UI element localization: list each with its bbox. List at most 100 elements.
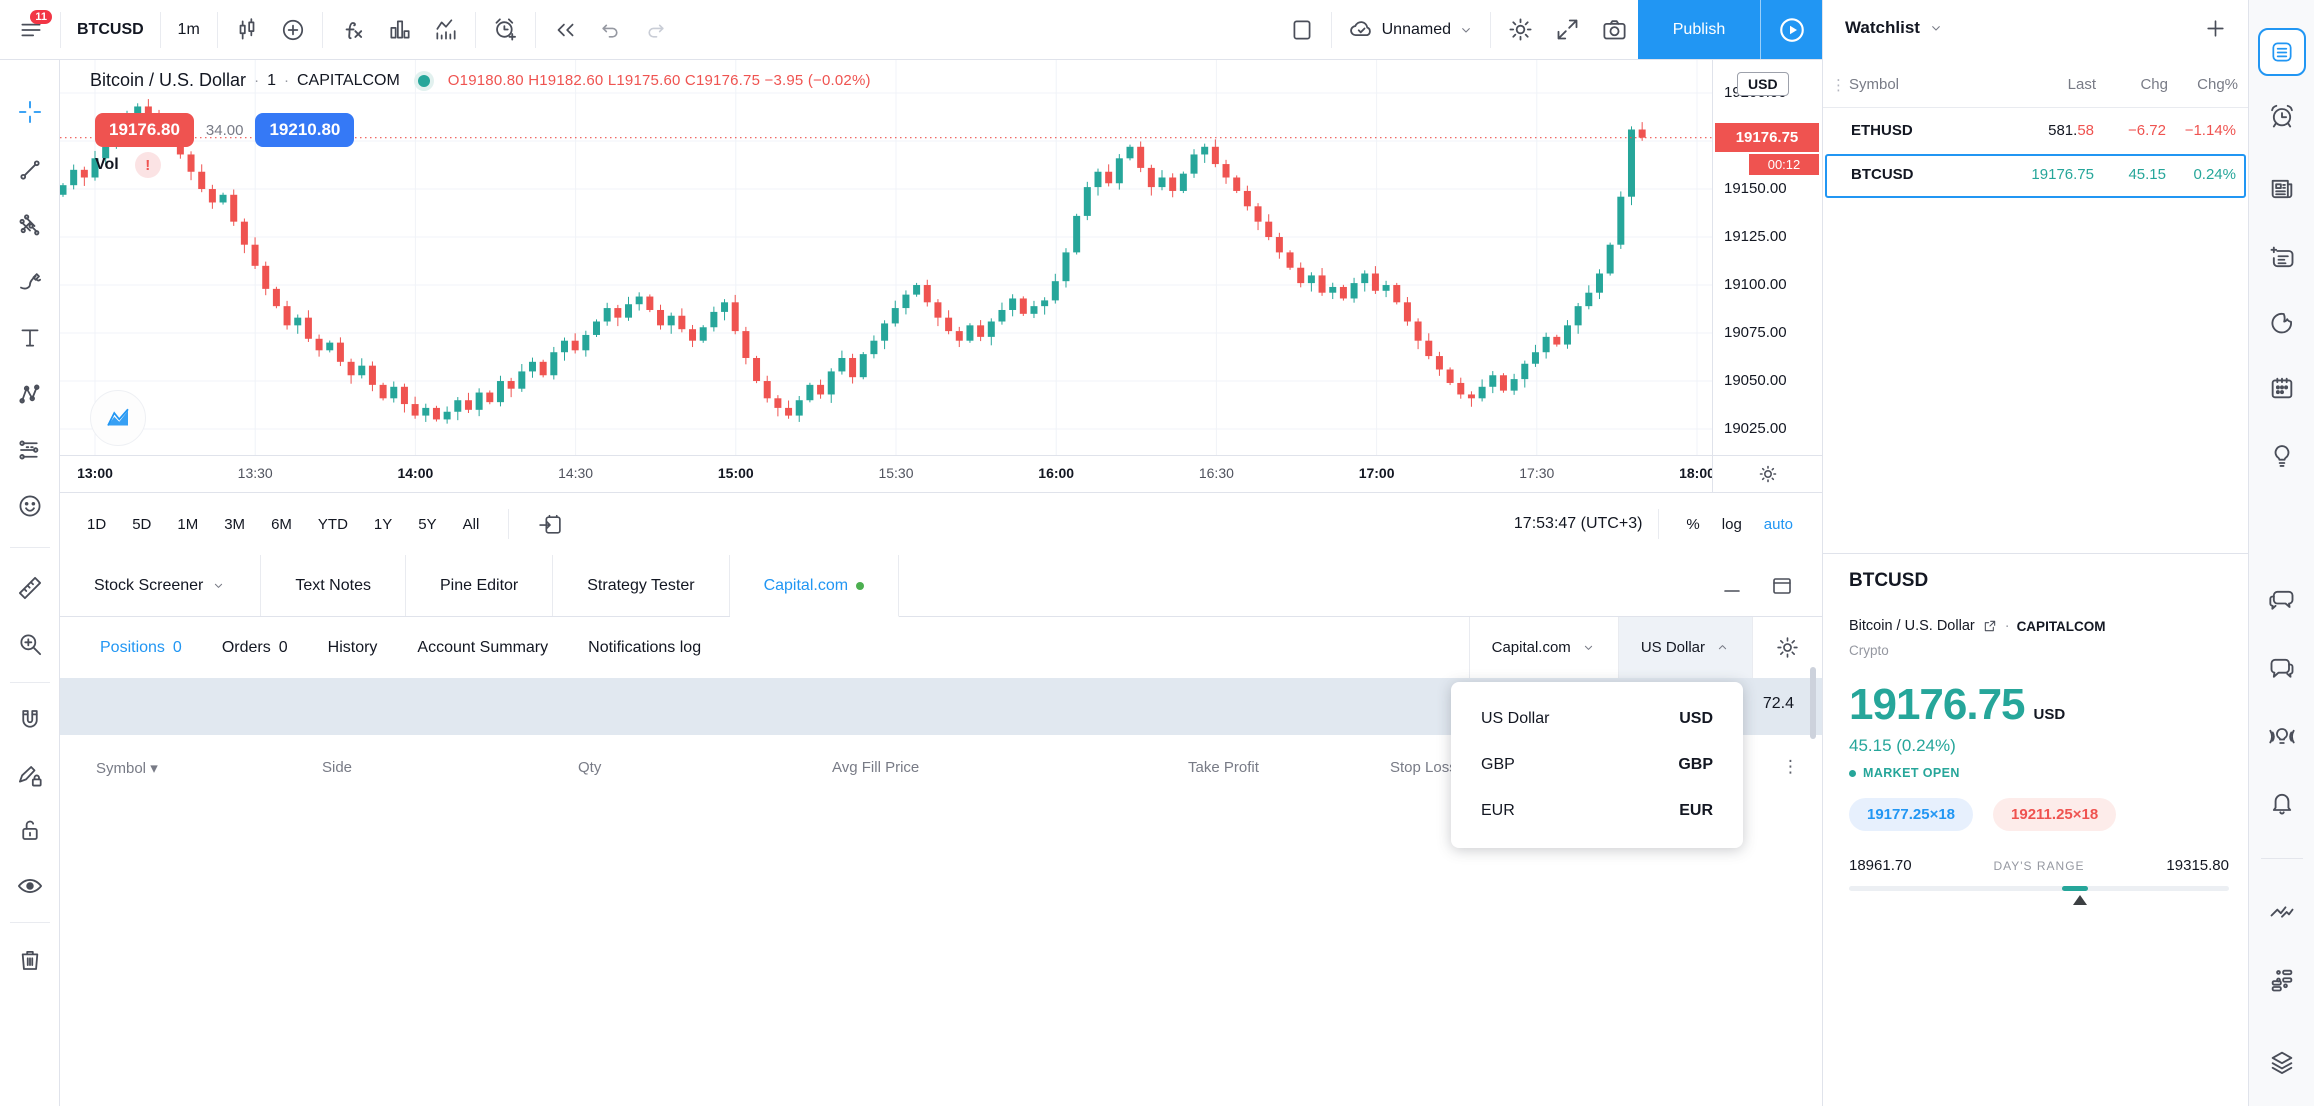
chart-settings-button[interactable] [1497, 8, 1544, 52]
zoom-in-tool-button[interactable] [16, 631, 43, 658]
watchlist-column-chgp[interactable]: Chg% [2197, 76, 2238, 93]
streams-button[interactable] [2268, 722, 2296, 750]
tab-text-notes[interactable]: Text Notes [261, 555, 406, 616]
dropdown-item-gbp[interactable]: GBP GBP [1481, 756, 1713, 773]
subtab-notifications-log[interactable]: Notifications log [588, 638, 702, 656]
subtab-history[interactable]: History [327, 638, 378, 656]
object-tree-button[interactable] [2268, 1048, 2296, 1076]
ask-button[interactable]: 19211.25×18 [1993, 798, 2117, 831]
indicators-button[interactable] [329, 8, 377, 52]
volume-warning-icon[interactable]: ! [134, 152, 161, 178]
bid-button[interactable]: 19177.25×18 [1849, 798, 1974, 831]
bar-replay-button[interactable] [542, 8, 588, 52]
data-status-icon[interactable] [417, 74, 430, 87]
tab-stock-screener[interactable]: Stock Screener [60, 555, 262, 616]
notifications-button[interactable] [2268, 789, 2296, 817]
panel-settings-button[interactable] [1752, 617, 1822, 678]
maximize-panel-icon[interactable] [1770, 574, 1794, 598]
go-to-date-button[interactable] [538, 512, 563, 537]
volume-label[interactable]: Vol [95, 156, 119, 173]
remove-drawings-button[interactable] [16, 947, 43, 974]
dropdown-item-usd[interactable]: US Dollar USD [1481, 710, 1713, 727]
column-stop-loss[interactable]: Stop Loss [1390, 759, 1457, 776]
prediction-tool-button[interactable] [16, 437, 43, 464]
gann-fib-tool-button[interactable] [16, 213, 43, 240]
tab-pine-editor[interactable]: Pine Editor [406, 555, 554, 616]
trend-line-tool-button[interactable] [16, 157, 43, 184]
add-symbol-button[interactable] [2203, 16, 2228, 41]
redo-button[interactable] [633, 8, 678, 52]
legend-symbol-title[interactable]: Bitcoin / U.S. Dollar [90, 70, 247, 90]
layout-select-button[interactable] [1279, 8, 1325, 52]
subtab-account-summary[interactable]: Account Summary [417, 638, 549, 656]
legend-interval[interactable]: 1 [267, 71, 276, 89]
subtab-positions[interactable]: Positions 0 [100, 638, 182, 656]
magnet-mode-button[interactable] [16, 707, 43, 734]
sell-button[interactable]: 19176.80 [95, 113, 194, 147]
column-qty[interactable]: Qty [578, 759, 602, 776]
order-panel-button[interactable] [2268, 898, 2296, 926]
main-menu-button[interactable]: 11 [8, 8, 54, 52]
watchlist-column-symbol[interactable]: Symbol [1849, 76, 1900, 93]
buy-button[interactable]: 19210.80 [255, 113, 355, 147]
fundamentals-button[interactable] [423, 8, 469, 52]
fullscreen-button[interactable] [1544, 8, 1591, 52]
ideas-panel-button[interactable] [2268, 442, 2296, 470]
range-3m[interactable]: 3M [224, 515, 246, 533]
chart-style-button[interactable] [224, 8, 270, 52]
private-chat-button[interactable] [2268, 654, 2296, 682]
snapshot-button[interactable] [1591, 8, 1638, 52]
detail-name[interactable]: Bitcoin / U.S. Dollar [1849, 618, 1975, 634]
text-tool-button[interactable] [17, 325, 43, 351]
compare-button[interactable] [270, 8, 316, 52]
range-all[interactable]: All [462, 515, 480, 533]
crosshair-tool-button[interactable] [16, 99, 43, 126]
lock-drawings-button[interactable] [16, 817, 43, 844]
brush-tool-button[interactable] [16, 269, 43, 296]
publish-play-button[interactable] [1760, 0, 1822, 59]
symbol-search-button[interactable]: BTCUSD [77, 20, 144, 38]
drag-handle-icon[interactable]: ⋮ [1831, 77, 1846, 94]
axis-settings-corner[interactable] [1712, 455, 1822, 492]
calendar-panel-button[interactable] [2268, 374, 2296, 402]
tab-capital-com[interactable]: Capital.com [729, 555, 900, 617]
interval-button[interactable]: 1m [177, 20, 200, 38]
range-ytd[interactable]: YTD [317, 515, 348, 533]
publish-button[interactable]: Publish [1638, 0, 1760, 59]
alert-button[interactable] [482, 8, 529, 52]
column-avg-fill-price[interactable]: Avg Fill Price [832, 759, 920, 776]
range-1m[interactable]: 1M [177, 515, 199, 533]
watchlist-title-button[interactable]: Watchlist [1845, 18, 1944, 38]
range-1y[interactable]: 1Y [373, 515, 393, 533]
column-side[interactable]: Side [322, 759, 353, 776]
percent-scale-toggle[interactable]: % [1686, 515, 1700, 533]
external-link-icon[interactable] [1982, 618, 1998, 634]
account-currency-select[interactable]: US Dollar [1617, 617, 1752, 678]
indicator-templates-button[interactable] [377, 8, 423, 52]
range-5d[interactable]: 5D [132, 515, 152, 533]
hotlists-panel-button[interactable] [2268, 309, 2296, 337]
public-chats-button[interactable] [2268, 586, 2296, 614]
panel-scrollbar-handle[interactable] [1810, 667, 1816, 739]
watchlist-panel-button[interactable] [2258, 28, 2306, 76]
broker-select[interactable]: Capital.com [1468, 617, 1618, 678]
drawing-mode-button[interactable] [16, 763, 43, 790]
undo-button[interactable] [588, 8, 633, 52]
price-axis[interactable]: USD 19176.75 00:12 19200.0019150.0019125… [1712, 60, 1822, 492]
log-scale-toggle[interactable]: log [1721, 515, 1742, 533]
watchlist-column-last[interactable]: Last [2067, 76, 2096, 93]
dom-panel-button[interactable] [2268, 966, 2296, 994]
clock-timezone-button[interactable]: 17:53:47 (UTC+3) [1513, 515, 1643, 532]
column-take-profit[interactable]: Take Profit [1188, 759, 1259, 776]
columns-menu-icon[interactable]: ⋮ [1782, 757, 1800, 776]
dropdown-item-eur[interactable]: EUR EUR [1481, 802, 1713, 819]
range-1d[interactable]: 1D [87, 515, 107, 533]
hide-drawings-button[interactable] [16, 872, 44, 900]
layout-name-button[interactable]: Unnamed [1338, 16, 1484, 43]
watchlist-column-chg[interactable]: Chg [2140, 76, 2168, 93]
pattern-tool-button[interactable] [16, 381, 43, 408]
watchlist-row-ethusd[interactable]: ETHUSD 581.58 −6.72 −1.14% [1851, 122, 2236, 139]
emoji-tool-button[interactable] [16, 493, 43, 520]
watchlist-row-btcusd[interactable]: BTCUSD 19176.75 45.15 0.24% [1825, 154, 2246, 198]
time-axis[interactable]: 13:00 13:30 14:00 14:30 15:00 15:30 16:00 16:30… [60, 455, 1715, 492]
